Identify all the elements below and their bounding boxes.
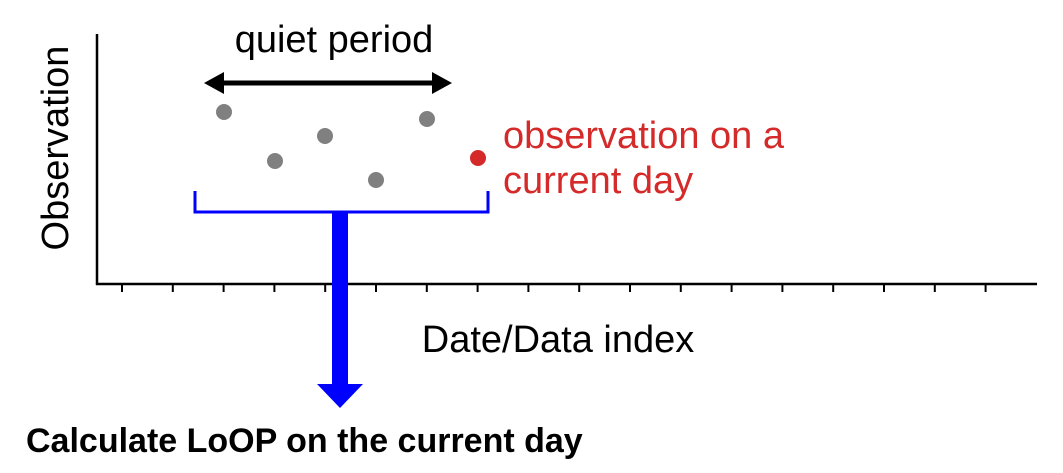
quiet-period-label: quiet period <box>235 19 434 61</box>
past-observation-point <box>419 111 435 127</box>
quiet-period-arrow-left-head <box>204 72 224 94</box>
current-observation-point <box>470 150 486 166</box>
y-axis-label: Observation <box>35 46 77 251</box>
result-arrow-shaft <box>332 212 348 386</box>
current-observation-label-line2: current day <box>503 160 693 202</box>
result-label: Calculate LoOP on the current day <box>26 422 583 460</box>
current-observation-label-line1: observation on a <box>503 115 785 157</box>
past-observation-point <box>216 104 232 120</box>
x-axis-ticks <box>121 284 987 292</box>
result-arrow-head <box>317 384 363 408</box>
result-arrow <box>317 212 363 408</box>
window-bracket <box>193 191 490 214</box>
past-observations <box>216 104 435 188</box>
x-axis-label: Date/Data index <box>422 319 695 361</box>
past-observation-point <box>368 172 384 188</box>
axes <box>95 34 1037 286</box>
past-observation-point <box>317 128 333 144</box>
past-observation-point <box>267 153 283 169</box>
quiet-period-arrow <box>204 72 452 94</box>
quiet-period-arrow-right-head <box>432 72 452 94</box>
